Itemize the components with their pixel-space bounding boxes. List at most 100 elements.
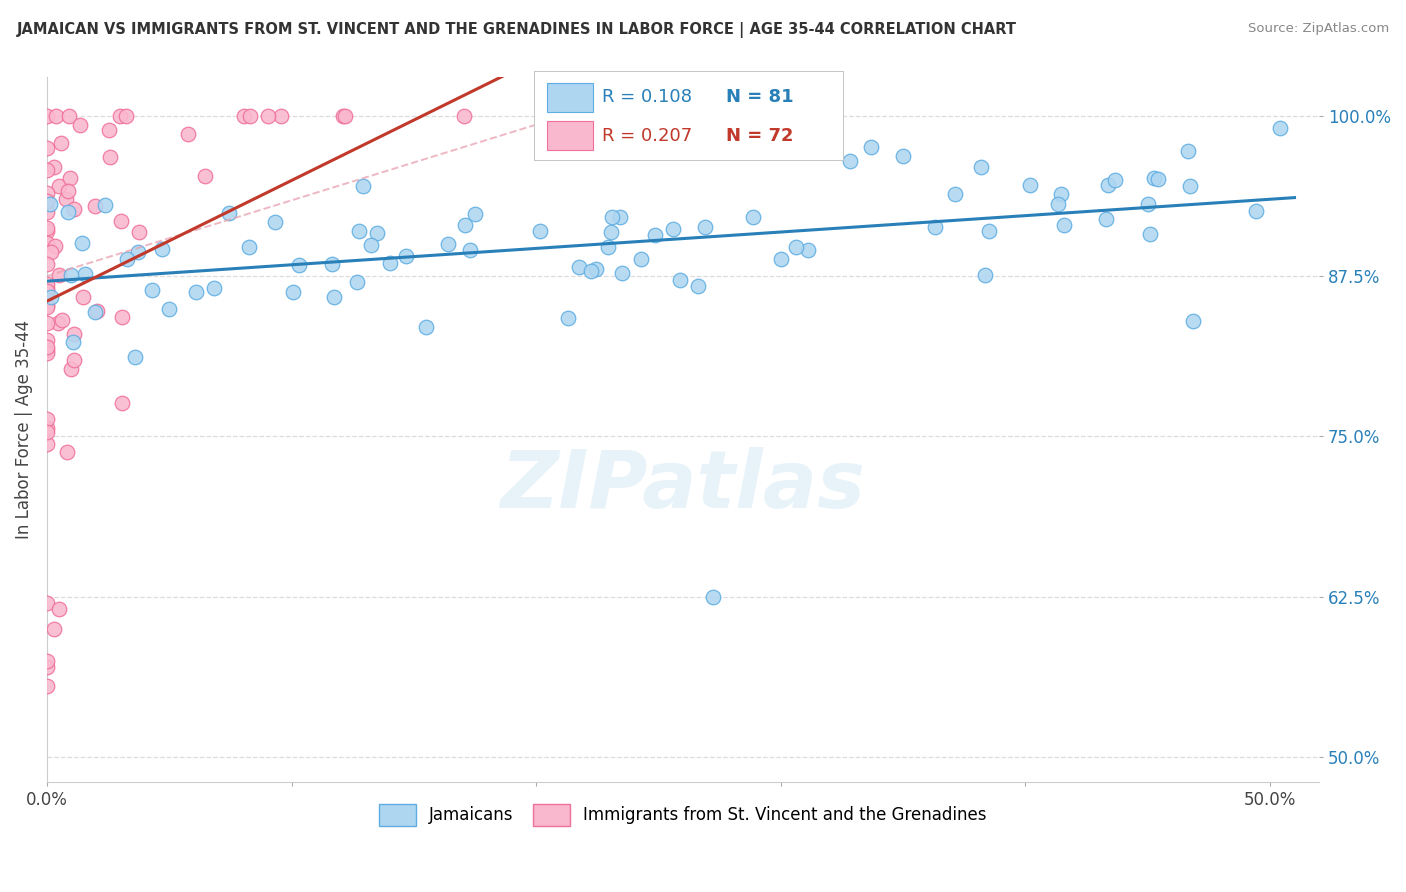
Point bbox=[69, 119, 91, 133]
Point bbox=[35, 412, 58, 426]
Point bbox=[598, 239, 620, 253]
Point bbox=[464, 207, 486, 221]
Point bbox=[688, 278, 710, 293]
Point bbox=[322, 290, 344, 304]
Point bbox=[239, 109, 262, 123]
Point bbox=[770, 252, 793, 266]
Point bbox=[1018, 178, 1040, 192]
Point bbox=[98, 150, 121, 164]
Point bbox=[970, 160, 993, 174]
Point bbox=[218, 205, 240, 219]
Point bbox=[150, 243, 173, 257]
Point bbox=[35, 205, 58, 219]
Point bbox=[44, 239, 66, 253]
FancyBboxPatch shape bbox=[547, 121, 593, 150]
Point bbox=[321, 257, 343, 271]
Point bbox=[281, 285, 304, 300]
Point bbox=[110, 213, 132, 227]
Point bbox=[415, 320, 437, 334]
Point bbox=[453, 109, 475, 123]
Point bbox=[860, 140, 883, 154]
Point bbox=[60, 268, 83, 283]
Point bbox=[194, 169, 217, 183]
Point bbox=[35, 277, 58, 292]
Point bbox=[48, 602, 70, 616]
Point bbox=[35, 298, 58, 312]
Point bbox=[35, 109, 58, 123]
Point bbox=[63, 327, 86, 342]
Point bbox=[35, 343, 58, 357]
Point bbox=[232, 109, 254, 123]
Point bbox=[723, 109, 745, 123]
Point bbox=[46, 317, 69, 331]
Point bbox=[1178, 178, 1201, 193]
Point bbox=[35, 596, 58, 610]
Point bbox=[83, 199, 105, 213]
Point bbox=[662, 222, 685, 236]
Point bbox=[1139, 227, 1161, 242]
Point bbox=[360, 238, 382, 252]
Point bbox=[943, 186, 966, 201]
Point bbox=[35, 679, 58, 693]
Point bbox=[579, 264, 602, 278]
Point bbox=[1177, 145, 1199, 159]
Point bbox=[585, 262, 607, 277]
Point bbox=[366, 226, 388, 240]
Point bbox=[35, 285, 58, 299]
Point bbox=[35, 333, 58, 347]
FancyBboxPatch shape bbox=[547, 83, 593, 112]
Point bbox=[974, 268, 997, 283]
Point bbox=[1147, 171, 1170, 186]
Point bbox=[128, 225, 150, 239]
Point bbox=[35, 281, 58, 295]
Point bbox=[111, 396, 134, 410]
Point bbox=[62, 334, 84, 349]
Point bbox=[35, 186, 58, 200]
Point bbox=[72, 290, 94, 304]
Point bbox=[35, 163, 58, 178]
Point bbox=[238, 240, 260, 254]
Text: JAMAICAN VS IMMIGRANTS FROM ST. VINCENT AND THE GRENADINES IN LABOR FORCE | AGE : JAMAICAN VS IMMIGRANTS FROM ST. VINCENT … bbox=[17, 22, 1017, 38]
Point bbox=[610, 266, 633, 280]
Text: R = 0.108: R = 0.108 bbox=[602, 88, 692, 106]
Point bbox=[41, 245, 63, 260]
Point bbox=[177, 128, 200, 142]
Point bbox=[742, 210, 765, 224]
Point bbox=[83, 304, 105, 318]
Point bbox=[1047, 196, 1070, 211]
Point bbox=[630, 252, 652, 266]
Point bbox=[184, 285, 207, 299]
Point bbox=[86, 304, 108, 318]
Point bbox=[35, 316, 58, 330]
Text: R = 0.207: R = 0.207 bbox=[602, 127, 693, 145]
Point bbox=[56, 444, 79, 458]
Point bbox=[644, 228, 666, 243]
Point bbox=[395, 249, 418, 263]
Point bbox=[63, 202, 86, 216]
Point bbox=[600, 225, 623, 239]
Y-axis label: In Labor Force | Age 35-44: In Labor Force | Age 35-44 bbox=[15, 320, 32, 540]
Point bbox=[63, 353, 86, 368]
Point bbox=[56, 184, 79, 198]
Point bbox=[270, 109, 292, 123]
Point bbox=[35, 436, 58, 450]
Point bbox=[529, 224, 551, 238]
Point bbox=[1143, 171, 1166, 186]
Point bbox=[346, 275, 368, 289]
Point bbox=[115, 109, 138, 123]
Point bbox=[39, 197, 62, 211]
Point bbox=[1136, 197, 1159, 211]
Point bbox=[609, 210, 631, 224]
Point bbox=[44, 622, 66, 636]
Point bbox=[693, 220, 716, 235]
Point bbox=[797, 244, 820, 258]
Point bbox=[110, 109, 132, 123]
Point bbox=[48, 268, 70, 283]
Point bbox=[557, 109, 579, 123]
Point bbox=[73, 267, 96, 281]
Point bbox=[1050, 186, 1073, 201]
Point bbox=[1097, 178, 1119, 192]
Point bbox=[58, 204, 80, 219]
Point bbox=[35, 420, 58, 434]
Point bbox=[1270, 120, 1292, 135]
